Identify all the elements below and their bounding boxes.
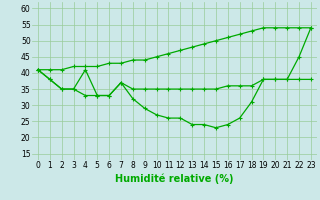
X-axis label: Humidité relative (%): Humidité relative (%) — [115, 173, 234, 184]
